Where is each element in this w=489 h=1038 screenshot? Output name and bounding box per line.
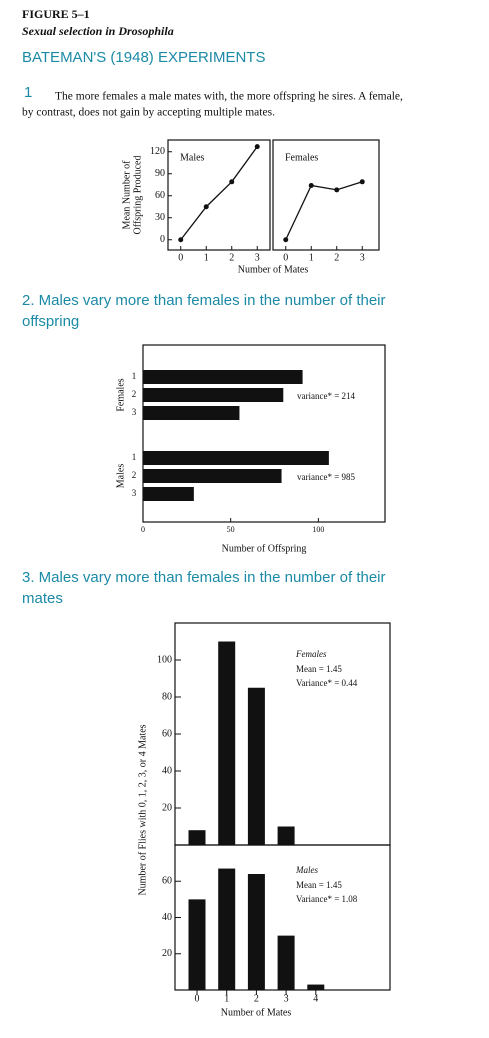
bar [143,388,284,402]
bar [277,826,295,845]
figure-title: BATEMAN'S (1948) EXPERIMENTS [22,49,265,66]
section-heading: mates [22,590,63,607]
panel-label: Females [285,152,318,163]
x-axis-label: Number of Offspring [222,543,307,554]
section-heading: 3. Males vary more than females in the n… [22,569,386,586]
bar [307,984,325,990]
x-tick-label: 0 [141,525,145,534]
x-tick-label: 3 [284,993,289,1004]
panel-frame [167,139,271,251]
bar [188,830,206,845]
bar [143,451,329,465]
data-point [178,237,184,243]
panel-frame [174,622,391,846]
y-axis-label: Mean Number of [121,160,132,230]
x-tick-label: 3 [255,252,260,263]
category-label: 3 [132,407,137,417]
x-tick-label: 3 [360,252,365,263]
x-tick-label: 1 [224,993,229,1004]
stat-label: Variance* = 0.44 [296,678,358,688]
data-point [308,182,314,188]
figure-label: FIGURE 5–1 [22,7,90,21]
bar [218,641,236,845]
y-tick-label: 30 [155,212,165,223]
x-tick-label: 2 [334,252,339,263]
y-tick-label: 80 [162,691,172,702]
data-point [283,237,289,243]
category-label: 1 [132,452,137,462]
annotation: variance* = 985 [297,472,356,482]
x-tick-label: 1 [204,252,209,263]
data-point [229,179,235,185]
category-label: 3 [132,488,137,498]
y-tick-label: 0 [160,234,165,245]
group-label: Females [115,378,126,411]
x-tick-label: 1 [309,252,314,263]
panel-label: Males [295,865,318,875]
x-tick-label: 50 [227,525,235,534]
annotation: variance* = 214 [297,391,356,401]
y-tick-label: 40 [162,765,172,776]
y-tick-label: 20 [162,948,172,959]
bar [247,687,265,845]
bar [143,469,282,483]
data-point [334,187,340,193]
stat-label: Mean = 1.45 [296,880,342,890]
figure-caption: Sexual selection in Drosophila [22,24,174,38]
panel-frame [272,139,380,251]
stat-label: Mean = 1.45 [296,664,342,674]
bar [277,935,295,990]
section-text: The more females a male mates with, the … [55,91,403,103]
y-tick-label: 20 [162,802,172,813]
x-tick-label: 0 [283,252,288,263]
section-heading: 2. Males vary more than females in the n… [22,292,386,309]
panel-label: Females [295,649,327,659]
x-axis-label: Number of Mates [221,1007,292,1018]
data-line [180,146,258,241]
x-tick-label: 100 [312,525,324,534]
x-tick-label: 2 [254,993,259,1004]
y-tick-label: 120 [150,146,165,157]
section-text: by contrast, does not gain by accepting … [22,107,275,119]
category-label: 1 [132,371,137,381]
section-number: 1 [24,84,32,101]
bar [188,899,206,990]
bar [143,406,240,420]
data-line [285,181,363,241]
x-tick-label: 4 [313,993,318,1004]
y-tick-label: 40 [162,912,172,923]
x-axis-label: Number of Mates [238,264,309,275]
y-axis-label: Offspring Produced [132,156,143,235]
stat-label: Variance* = 1.08 [296,894,358,904]
y-tick-label: 60 [162,728,172,739]
category-label: 2 [132,389,137,399]
group-label: Males [115,464,126,489]
y-tick-label: 100 [157,654,172,665]
data-point [359,179,365,185]
y-tick-label: 60 [155,190,165,201]
x-tick-label: 2 [229,252,234,263]
bar [143,487,194,501]
category-label: 2 [132,470,137,480]
y-tick-label: 60 [162,876,172,887]
y-axis-label: Number of Flies with 0, 1, 2, 3, or 4 Ma… [137,724,148,895]
data-point [254,144,260,150]
section-heading: offspring [22,313,79,330]
plot-frame [142,344,386,523]
data-point [203,204,209,210]
panel-label: Males [180,152,205,163]
x-tick-label: 0 [178,252,183,263]
x-tick-label: 0 [195,993,200,1004]
bar [218,868,236,990]
y-tick-label: 90 [155,168,165,179]
bar [247,874,265,990]
bar [143,370,303,384]
